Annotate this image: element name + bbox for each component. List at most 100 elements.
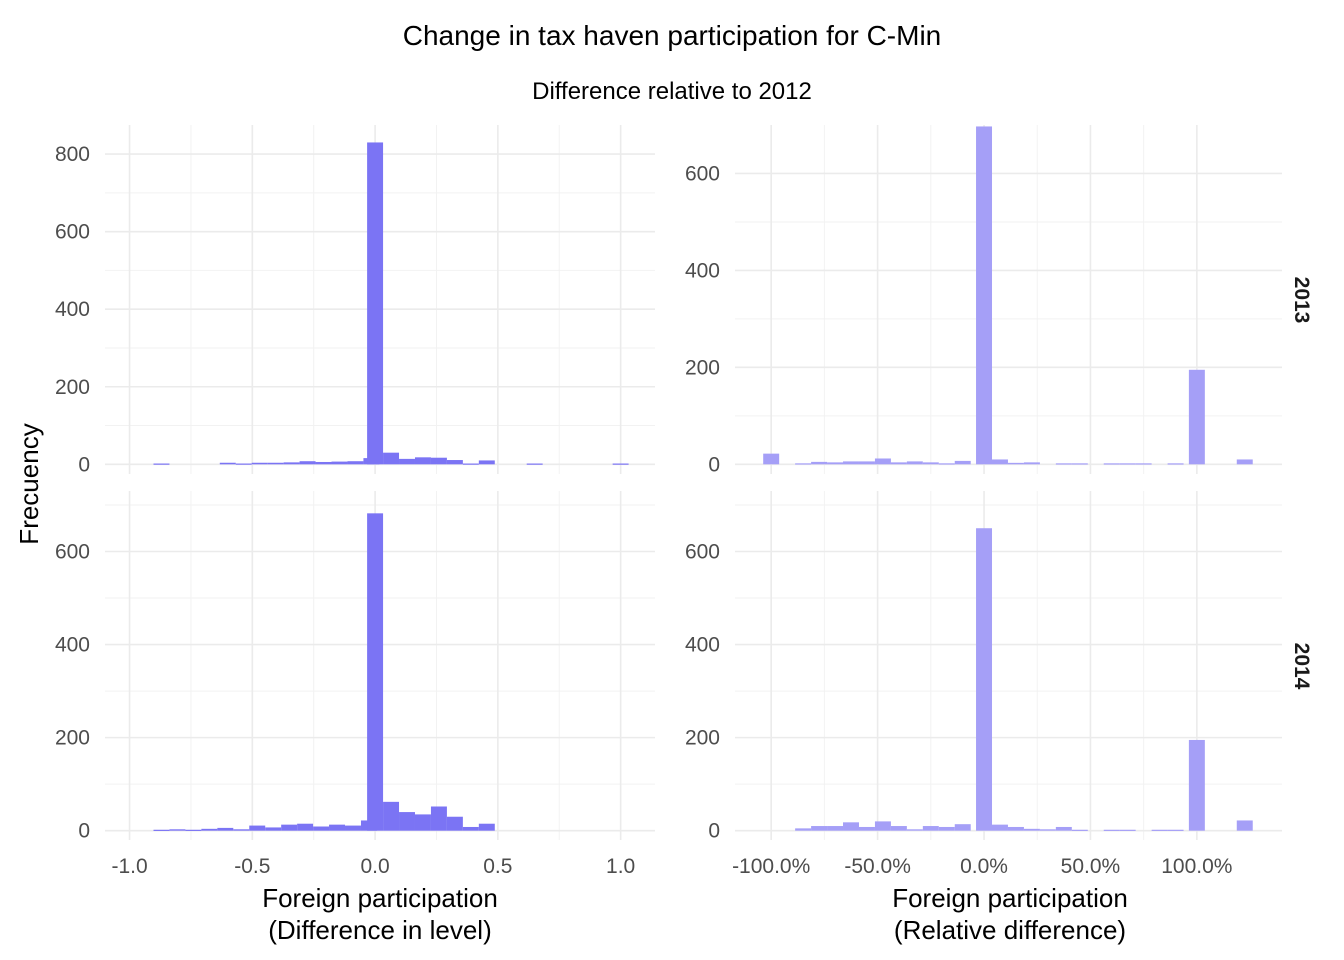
histogram-bar bbox=[399, 812, 415, 831]
histogram-bar bbox=[858, 826, 875, 831]
histogram-bar bbox=[1055, 826, 1072, 831]
x-tick-label: -0.5 bbox=[234, 855, 270, 878]
histogram-bar bbox=[399, 458, 415, 465]
strip-label-2014: 2014 bbox=[1290, 643, 1313, 690]
histogram-bar bbox=[1071, 463, 1088, 465]
y-tick-label: 200 bbox=[685, 356, 720, 379]
histogram-bar bbox=[811, 461, 828, 465]
histogram-bar bbox=[922, 826, 939, 831]
histogram-bar bbox=[843, 461, 859, 465]
panel-2013-level: 0 200 400 600 800 bbox=[55, 125, 655, 476]
histogram-bar bbox=[906, 461, 923, 465]
histogram-bar bbox=[526, 463, 543, 465]
histogram-bar bbox=[251, 462, 268, 465]
histogram-bar bbox=[874, 821, 891, 831]
histogram-bar bbox=[1007, 462, 1024, 465]
histogram-bar bbox=[1188, 739, 1205, 831]
histogram-bar bbox=[315, 461, 332, 465]
histogram-bar bbox=[763, 453, 780, 465]
y-tick-label: 400 bbox=[685, 634, 720, 657]
histogram-bar bbox=[201, 828, 218, 831]
y-tick-label: 0 bbox=[708, 820, 720, 843]
histogram-bar bbox=[976, 528, 993, 831]
histogram-bar bbox=[185, 829, 202, 831]
panel-2013-relative: 0 200 400 600 bbox=[685, 125, 1282, 476]
histogram-bar bbox=[219, 462, 236, 465]
histogram-bar bbox=[1135, 463, 1152, 465]
histogram-bar bbox=[1039, 829, 1056, 831]
y-tick-label: 800 bbox=[55, 143, 90, 166]
y-tick-label: 600 bbox=[685, 540, 720, 563]
histogram-bar bbox=[478, 460, 495, 465]
histogram-bar bbox=[992, 459, 1008, 465]
histogram-bar bbox=[267, 462, 284, 465]
histogram-bar bbox=[976, 126, 993, 465]
histogram-bar bbox=[233, 829, 250, 831]
y-tick-label: 400 bbox=[685, 259, 720, 282]
x-tick-label: 100.0% bbox=[1161, 855, 1232, 878]
histogram-bar bbox=[367, 513, 384, 831]
histogram-bar bbox=[367, 142, 384, 465]
x-tick-label: 0.0 bbox=[360, 855, 389, 878]
histogram-bar bbox=[874, 458, 891, 465]
chart-subtitle: Difference relative to 2012 bbox=[532, 78, 812, 105]
x-axis-label-right-line1: Foreign participation bbox=[892, 883, 1128, 913]
histogram-bar bbox=[281, 824, 298, 831]
y-tick-label: 200 bbox=[685, 727, 720, 750]
histogram-bar bbox=[249, 825, 266, 831]
histogram-bar bbox=[890, 826, 907, 831]
chart-title: Change in tax haven participation for C-… bbox=[403, 20, 942, 51]
y-tick-label: 600 bbox=[685, 162, 720, 185]
y-axis-label: Frecuency bbox=[14, 423, 44, 544]
y-tick-label: 400 bbox=[55, 298, 90, 321]
histogram-bar bbox=[1167, 829, 1184, 831]
x-tick-label: 0.5 bbox=[483, 855, 512, 878]
histogram-bar bbox=[331, 461, 348, 465]
histogram-bar bbox=[430, 457, 447, 465]
histogram-bar bbox=[462, 463, 479, 465]
histogram-bar bbox=[1071, 829, 1088, 831]
histogram-bar bbox=[265, 827, 282, 831]
histogram-bar bbox=[414, 814, 431, 831]
histogram-bar bbox=[1007, 826, 1024, 831]
histogram-bar bbox=[1055, 463, 1072, 465]
histogram-bar bbox=[1151, 829, 1168, 831]
histogram-bar bbox=[478, 823, 495, 831]
histogram-bar bbox=[992, 824, 1008, 831]
histogram-bar bbox=[383, 452, 400, 465]
y-tick-label: 0 bbox=[708, 453, 720, 476]
histogram-bar bbox=[938, 463, 955, 465]
histogram-bar bbox=[1236, 820, 1253, 831]
histogram-bar bbox=[827, 462, 844, 465]
histogram-bar bbox=[345, 825, 361, 831]
y-tick-label: 200 bbox=[55, 727, 90, 750]
histogram-bar bbox=[1236, 459, 1253, 465]
histogram-bar bbox=[297, 823, 314, 831]
histogram-bar bbox=[153, 463, 170, 465]
histogram-bar bbox=[169, 829, 186, 831]
histogram-bar bbox=[858, 461, 875, 465]
histogram-bar bbox=[313, 826, 330, 831]
histogram-bar bbox=[347, 461, 364, 465]
x-tick-label: -100.0% bbox=[732, 855, 810, 878]
x-axis-label-left-line1: Foreign participation bbox=[262, 883, 498, 913]
histogram-bar bbox=[217, 827, 234, 831]
histogram-bar bbox=[1167, 463, 1184, 465]
x-tick-label: -50.0% bbox=[844, 855, 911, 878]
histogram-bar bbox=[1023, 462, 1040, 465]
y-tick-label: 0 bbox=[78, 453, 90, 476]
histogram-bar bbox=[612, 463, 629, 465]
histogram-bar bbox=[938, 826, 955, 831]
histogram-bar bbox=[430, 806, 447, 831]
histogram-bar bbox=[299, 461, 316, 465]
histogram-bar bbox=[795, 828, 812, 831]
panels-layer: 0 200 400 600 800 0 200 400 600 0 200 400 600 -1.0 -0.… bbox=[55, 125, 1282, 878]
histogram-bar bbox=[329, 824, 346, 831]
y-tick-label: 600 bbox=[55, 221, 90, 244]
x-axis-label-right-line2: (Relative difference) bbox=[894, 915, 1126, 945]
histogram-bar bbox=[414, 457, 431, 465]
histogram-bar bbox=[153, 829, 170, 831]
histogram-bar bbox=[890, 462, 907, 465]
histogram-bar bbox=[843, 822, 859, 831]
